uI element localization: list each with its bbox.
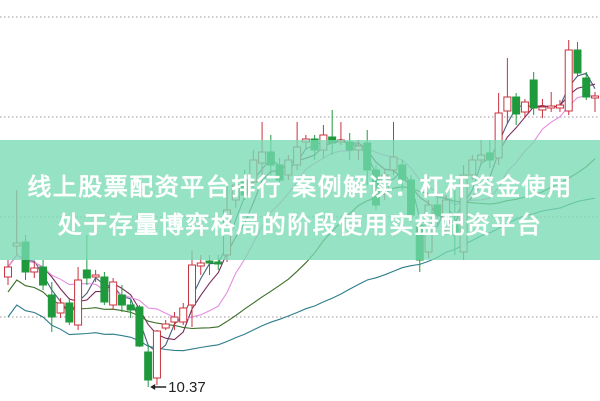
candle-down bbox=[573, 42, 582, 77]
candle-body bbox=[39, 266, 48, 286]
candle-body bbox=[538, 106, 547, 111]
candle-body bbox=[135, 306, 144, 347]
candle-body bbox=[529, 79, 538, 109]
candle-up bbox=[179, 303, 188, 325]
low-price-annotation: 10.37 bbox=[150, 379, 206, 396]
candle-body bbox=[503, 96, 512, 112]
candle-body bbox=[179, 307, 188, 323]
candle-down bbox=[582, 72, 591, 100]
candle-body bbox=[591, 95, 599, 99]
candle-body bbox=[82, 269, 91, 279]
candle-body bbox=[196, 262, 205, 267]
candle-down bbox=[100, 272, 109, 305]
candle-body bbox=[582, 77, 591, 98]
candle-up bbox=[503, 58, 512, 123]
candle-body bbox=[161, 323, 170, 329]
candle-down bbox=[135, 305, 144, 347]
candle-body bbox=[117, 294, 126, 306]
candle-down bbox=[47, 282, 56, 332]
candle-up bbox=[161, 320, 170, 330]
candle-down bbox=[126, 300, 135, 318]
headline-line-2: 处于存量博弈格局的阶段使用实盘配资平台 bbox=[57, 211, 543, 239]
candle-body bbox=[30, 267, 39, 273]
candle-body bbox=[74, 279, 83, 326]
candle-body bbox=[214, 261, 223, 265]
candle-up bbox=[555, 100, 564, 112]
candle-body bbox=[91, 274, 100, 278]
candle-body bbox=[547, 105, 556, 109]
candle-body bbox=[573, 49, 582, 74]
candle-body bbox=[109, 281, 118, 306]
candle-up bbox=[187, 250, 196, 327]
headline-banner bbox=[0, 140, 600, 260]
candle-up bbox=[520, 99, 529, 118]
candle-down bbox=[529, 72, 538, 115]
low-price-label: 10.37 bbox=[168, 379, 206, 396]
candle-down bbox=[512, 93, 521, 125]
candle-body bbox=[56, 302, 65, 314]
candle-body bbox=[4, 266, 12, 278]
candle-body bbox=[520, 101, 529, 113]
candle-up bbox=[547, 92, 556, 112]
candle-body bbox=[144, 351, 153, 381]
candle-body bbox=[205, 260, 214, 264]
candle-body bbox=[564, 49, 573, 112]
candle-body bbox=[187, 264, 196, 306]
candle-body bbox=[170, 316, 179, 323]
candle-up bbox=[74, 267, 83, 330]
headline-line-1: 线上股票配资平台排行 案例解读：杠杆资金使用 bbox=[27, 173, 573, 201]
candle-up bbox=[564, 40, 573, 115]
candle-down bbox=[65, 298, 74, 325]
candle-body bbox=[126, 304, 135, 311]
candle-body bbox=[65, 302, 74, 323]
candle-up bbox=[56, 298, 65, 318]
candle-up bbox=[4, 260, 12, 285]
candle-up bbox=[91, 270, 100, 282]
candle-up bbox=[109, 278, 118, 310]
candle-down bbox=[39, 260, 48, 290]
candle-down bbox=[117, 285, 126, 312]
arrow-head bbox=[150, 384, 156, 390]
candle-up bbox=[30, 262, 39, 278]
candle-up bbox=[170, 312, 179, 330]
candle-body bbox=[100, 276, 109, 303]
candle-body bbox=[555, 104, 564, 109]
candle-body bbox=[152, 330, 161, 379]
candle-up bbox=[538, 99, 547, 118]
candle-down bbox=[144, 345, 153, 387]
candle-body bbox=[47, 294, 56, 318]
candle-up bbox=[591, 92, 599, 112]
candle-up bbox=[152, 330, 161, 385]
candle-body bbox=[512, 96, 521, 115]
